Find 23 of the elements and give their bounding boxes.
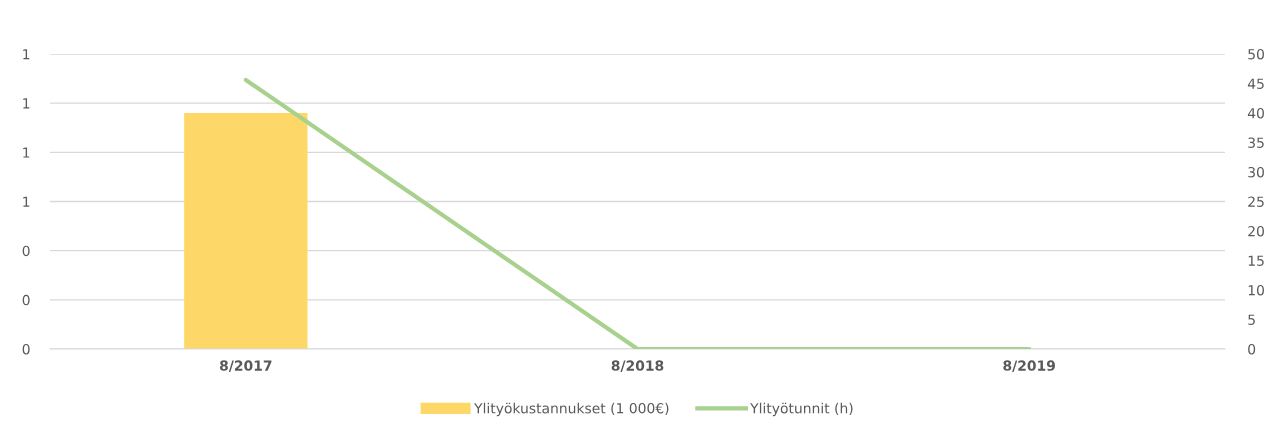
legend-label: Ylityötunnit (h) [750,402,853,417]
y-tick-label: 0 [22,294,30,306]
y2-tick-label: 40 [1247,107,1264,119]
y2-tick-label: 10 [1248,284,1264,296]
y-tick-label: 1 [23,98,30,109]
y2-tick-label: 30 [1248,166,1264,178]
y-tick-label: 1 [23,49,30,60]
y-tick-label: 1 [23,196,30,207]
y2-tick-label: 0 [1248,343,1256,355]
y2-tick-label: 5 [1248,314,1255,325]
y2-tick-label: 15 [1248,255,1264,266]
x-tick-label: 8/2019 [1003,360,1055,372]
legend-label: Ylityökustannukset (1 000€) [474,402,669,417]
y-tick-label: 0 [22,245,30,257]
y2-tick-label: 50 [1248,48,1264,60]
y-tick-label: 1 [23,147,30,158]
y2-tick-label: 35 [1248,137,1264,148]
x-tick-label: 8/2018 [611,360,664,372]
x-tick-label: 8/2017 [219,360,272,372]
y-tick-label: 0 [22,343,30,355]
y2-tick-label: 45 [1247,78,1264,89]
y2-tick-label: 25 [1248,196,1264,207]
y2-tick-label: 20 [1248,225,1264,237]
